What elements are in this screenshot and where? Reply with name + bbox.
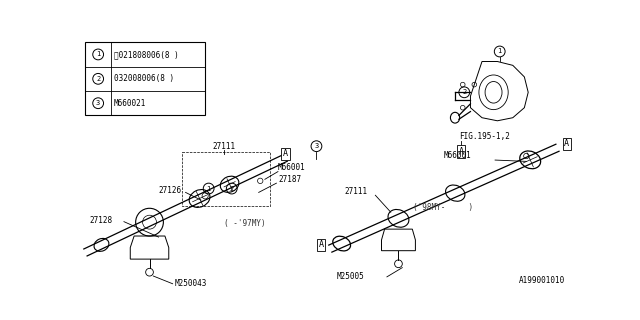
Text: 1: 1 bbox=[207, 186, 211, 192]
Text: 3: 3 bbox=[314, 143, 319, 149]
Text: 27126: 27126 bbox=[159, 186, 182, 195]
Text: A: A bbox=[459, 147, 464, 156]
Text: 2: 2 bbox=[462, 89, 467, 95]
Text: FIG.195-1,2: FIG.195-1,2 bbox=[459, 132, 510, 141]
Text: 032008006(8 ): 032008006(8 ) bbox=[114, 74, 174, 83]
Text: 2: 2 bbox=[96, 76, 100, 82]
Text: 1: 1 bbox=[497, 49, 502, 54]
Text: 27111: 27111 bbox=[344, 187, 367, 196]
Text: M25005: M25005 bbox=[337, 272, 365, 281]
Text: 27128: 27128 bbox=[90, 216, 113, 225]
Text: ⓝ021808006(8 ): ⓝ021808006(8 ) bbox=[114, 50, 179, 59]
Text: A: A bbox=[283, 149, 288, 158]
Text: 2: 2 bbox=[230, 186, 234, 192]
Text: M250043: M250043 bbox=[174, 279, 207, 288]
Bar bbox=[182, 152, 270, 206]
Bar bbox=[86, 42, 205, 116]
Text: 27187: 27187 bbox=[278, 175, 301, 184]
Text: 27111: 27111 bbox=[212, 142, 236, 151]
Text: M66001: M66001 bbox=[278, 163, 306, 172]
Text: ('98MY-     ): ('98MY- ) bbox=[413, 203, 473, 212]
Text: 1: 1 bbox=[96, 52, 100, 58]
Text: A199001010: A199001010 bbox=[519, 276, 565, 285]
Text: ( -'97MY): ( -'97MY) bbox=[224, 219, 266, 228]
Text: M66001: M66001 bbox=[444, 151, 471, 160]
Text: M660021: M660021 bbox=[114, 99, 147, 108]
Text: A: A bbox=[564, 140, 569, 148]
Text: 3: 3 bbox=[96, 100, 100, 106]
Text: A: A bbox=[319, 240, 324, 249]
